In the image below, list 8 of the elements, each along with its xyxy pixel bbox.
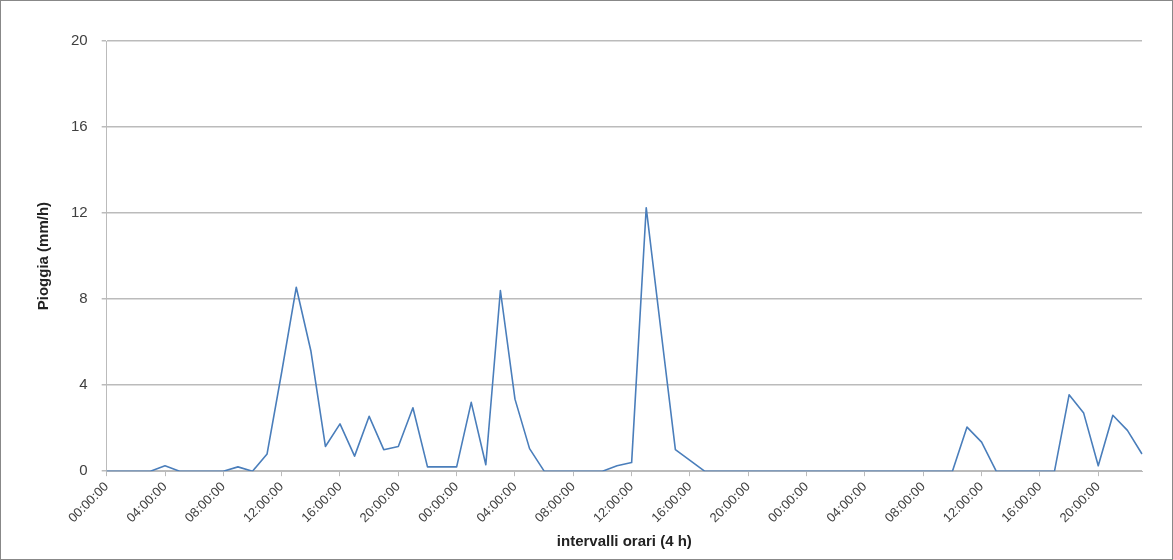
y-tick-label: 0 bbox=[79, 461, 88, 479]
y-axis-title: Pioggia (mm/h) bbox=[34, 201, 52, 311]
y-tick-label: 16 bbox=[71, 117, 88, 135]
x-axis-title: intervalli orari (4 h) bbox=[556, 532, 692, 550]
y-tick-label: 12 bbox=[71, 203, 88, 221]
y-tick-label: 20 bbox=[71, 31, 88, 49]
y-tick-label: 8 bbox=[79, 289, 88, 307]
y-tick-label: 4 bbox=[79, 375, 88, 393]
